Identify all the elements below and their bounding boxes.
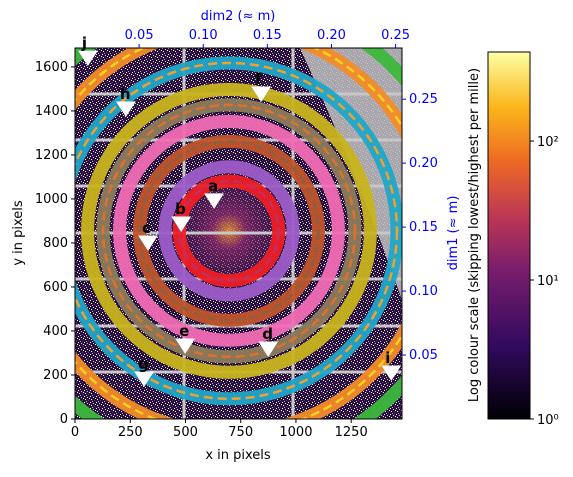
annotation-label: d bbox=[262, 325, 273, 343]
y2-tick-label: 0.15 bbox=[409, 220, 438, 235]
annotation-label: j bbox=[81, 34, 87, 52]
x2-tick-label: 0.25 bbox=[381, 28, 410, 43]
y2-tick-label: 0.25 bbox=[409, 92, 438, 107]
annotation-marker bbox=[138, 235, 158, 251]
annotation-marker bbox=[116, 101, 136, 117]
y-tick-label: 1600 bbox=[35, 60, 68, 75]
annotation-marker bbox=[78, 50, 98, 67]
y-tick-label: 1200 bbox=[35, 148, 68, 163]
x2-tick-label: 0.05 bbox=[125, 28, 154, 43]
annotation-label: a bbox=[208, 177, 218, 195]
x2-axis-label: dim2 (≈ m) bbox=[201, 9, 276, 24]
x2-tick-label: 0.15 bbox=[253, 28, 282, 43]
annotation-marker bbox=[204, 193, 225, 209]
ring bbox=[158, 160, 300, 302]
y2-tick-label: 0.10 bbox=[409, 284, 438, 299]
annotation-label: f bbox=[255, 70, 262, 88]
ring-dash bbox=[178, 179, 280, 282]
rings bbox=[75, 48, 402, 419]
x-tick-label: 1250 bbox=[335, 425, 368, 440]
colorbar bbox=[487, 51, 531, 420]
ring-dash bbox=[138, 140, 320, 322]
ring bbox=[81, 82, 377, 379]
annotation-label: h bbox=[120, 85, 131, 103]
ring-dash bbox=[75, 61, 399, 400]
annotation-marker bbox=[175, 338, 196, 354]
y-axis-label: y in pixels bbox=[11, 200, 26, 266]
ring bbox=[113, 114, 345, 347]
y-tick-label: 1000 bbox=[35, 192, 68, 207]
annotation-label: g bbox=[138, 355, 149, 373]
annotation-marker bbox=[381, 365, 402, 381]
annotation-label: e bbox=[179, 322, 189, 340]
x-tick-label: 500 bbox=[173, 425, 198, 440]
x-tick-label: 750 bbox=[228, 425, 253, 440]
y-tick-label: 0 bbox=[60, 412, 68, 427]
annotation-label: c bbox=[142, 219, 151, 237]
x-tick-label: 250 bbox=[118, 425, 143, 440]
ring-dash bbox=[101, 103, 357, 359]
y-tick-label: 800 bbox=[43, 236, 68, 251]
colorbar-tick-label: 10¹ bbox=[537, 274, 559, 289]
y-tick-label: 1400 bbox=[35, 104, 68, 119]
x-tick-label: 0 bbox=[71, 425, 79, 440]
y2-tick-label: 0.05 bbox=[409, 348, 438, 363]
x-axis-label: x in pixels bbox=[205, 448, 271, 463]
colorbar-tick-label: 10² bbox=[537, 135, 559, 150]
annotation-marker bbox=[258, 341, 279, 357]
x2-tick-label: 0.10 bbox=[189, 28, 218, 43]
x2-tick-label: 0.20 bbox=[317, 28, 346, 43]
y2-tick-label: 0.20 bbox=[409, 156, 438, 171]
annotation-label: i bbox=[385, 349, 390, 367]
annotation-marker bbox=[134, 371, 154, 387]
y-tick-label: 600 bbox=[43, 280, 68, 295]
annotation-label: b bbox=[175, 200, 186, 218]
annotation-marker bbox=[251, 86, 272, 102]
y-tick-label: 400 bbox=[43, 324, 68, 339]
plot-frame bbox=[74, 47, 403, 420]
x-tick-label: 1000 bbox=[279, 425, 312, 440]
y2-axis-label: dim1 (≈ m) bbox=[446, 196, 461, 271]
annotation-marker bbox=[171, 216, 192, 232]
y-tick-label: 200 bbox=[43, 368, 68, 383]
colorbar-tick-label: 10⁰ bbox=[537, 413, 559, 428]
colorbar-label: Log colour scale (skipping lowest/highes… bbox=[467, 68, 482, 402]
